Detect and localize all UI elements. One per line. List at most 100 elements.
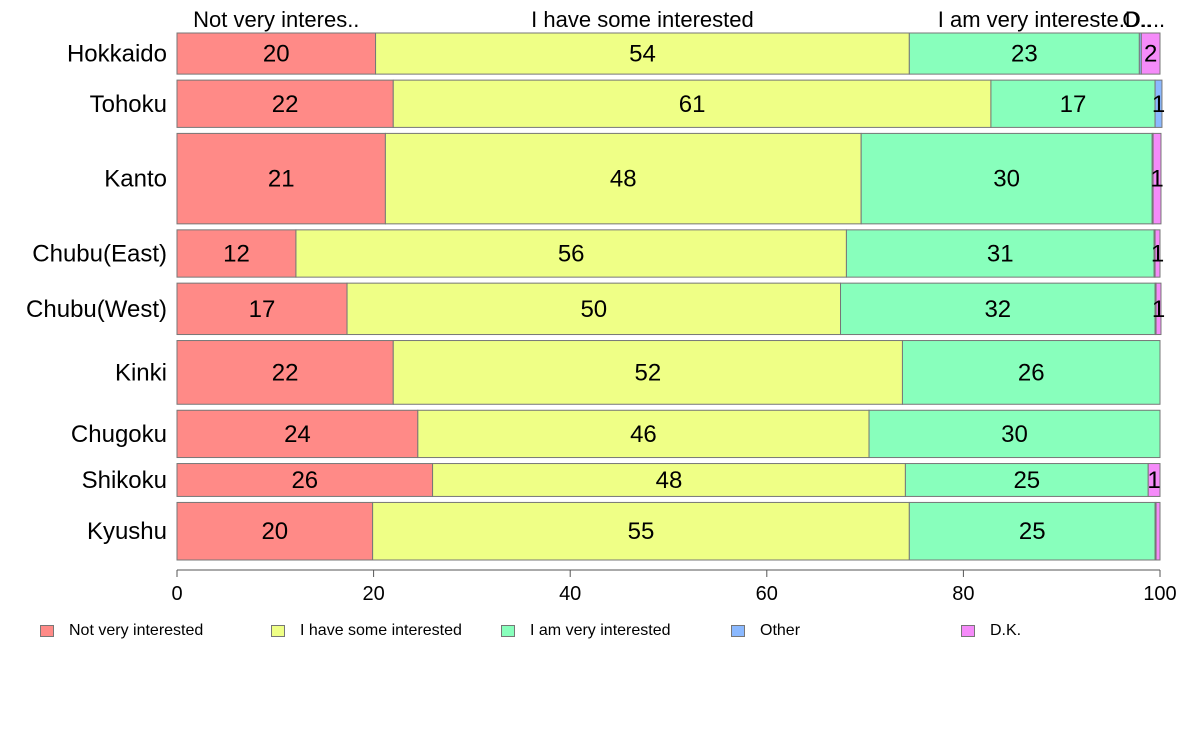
category-label-shikoku: Shikoku — [82, 467, 167, 494]
legend-label: I have some interested — [300, 622, 462, 639]
bar-segment-kyushu-i-have-some-interested — [372, 501, 910, 561]
data-label: 17 — [249, 296, 276, 323]
bar-segment-shikoku-d-k — [1147, 463, 1161, 497]
legend-swatch-very-interested — [501, 625, 515, 637]
data-label: 30 — [993, 166, 1020, 193]
data-label: 22 — [272, 359, 299, 386]
data-label: 52 — [635, 359, 662, 386]
legend-item-some-interested: I have some interested — [271, 622, 462, 640]
x-tick-label: 60 — [756, 583, 778, 605]
bar-segment-chubu-east-i-am-very-interested — [845, 229, 1155, 278]
x-tick-label: 40 — [559, 583, 581, 605]
legend-label: Not very interested — [69, 622, 204, 639]
data-label: 1 — [1147, 467, 1160, 494]
bar-segment-chubu-east-d-k — [1154, 229, 1161, 278]
category-label-chubu-east: Chubu(East) — [32, 240, 167, 267]
data-label: 20 — [263, 41, 290, 68]
category-label-hokkaido: Hokkaido — [67, 41, 167, 68]
bar-segment-tohoku-i-am-very-interested — [990, 79, 1156, 128]
legend-item-very-interested: I am very interested — [501, 622, 671, 640]
bar-segment-kanto-i-have-some-interested — [384, 132, 862, 225]
top-label-i-have-some-interested: I have some interested — [531, 7, 754, 32]
x-tick-label: 0 — [171, 583, 182, 605]
data-label: 30 — [1001, 421, 1028, 448]
bar-segment-hokkaido-i-have-some-interested — [375, 32, 910, 75]
data-label: 55 — [628, 518, 655, 545]
category-label-kyushu: Kyushu — [87, 518, 167, 545]
bar-segment-chubu-west-i-have-some-interested — [346, 282, 842, 336]
bar-segment-kyushu-i-am-very-interested — [908, 501, 1156, 561]
category-label-tohoku: Tohoku — [90, 91, 167, 118]
legend-item-dk: D.K. — [961, 622, 1021, 640]
data-label: 32 — [984, 296, 1011, 323]
bar-segment-chubu-west-d-k — [1155, 282, 1162, 336]
bar-segment-tohoku-other — [1154, 79, 1163, 128]
chart-legend: Not very interested I have some interest… — [0, 622, 1188, 646]
data-label: 54 — [629, 41, 656, 68]
data-label: 25 — [1019, 518, 1046, 545]
data-label: 1 — [1152, 91, 1165, 118]
x-tick-label: 20 — [362, 583, 384, 605]
legend-swatch-other — [731, 625, 745, 637]
category-label-kanto: Kanto — [104, 166, 167, 193]
bar-segment-kinki-not-very-interested — [176, 340, 394, 405]
data-label: 31 — [987, 240, 1014, 267]
data-label: 20 — [261, 518, 288, 545]
bar-segment-hokkaido-d-k — [1140, 32, 1161, 75]
bar-segment-kanto-not-very-interested — [176, 132, 386, 225]
data-label: 25 — [1013, 467, 1040, 494]
data-label: 56 — [558, 240, 585, 267]
legend-label: I am very interested — [530, 622, 671, 639]
data-label: 24 — [284, 421, 311, 448]
data-label: 61 — [679, 91, 706, 118]
data-label: 2 — [1144, 41, 1157, 68]
bar-segment-chubu-east-not-very-interested — [176, 229, 297, 278]
bar-segment-chubu-west-i-am-very-interested — [840, 282, 1156, 336]
legend-swatch-dk — [961, 625, 975, 637]
data-label: 50 — [580, 296, 607, 323]
x-tick-label: 80 — [952, 583, 974, 605]
data-label: 23 — [1011, 41, 1038, 68]
data-label: 26 — [291, 467, 318, 494]
x-tick-label: 100 — [1143, 583, 1176, 605]
category-label-chugoku: Chugoku — [71, 421, 167, 448]
data-label: 1 — [1150, 166, 1163, 193]
bar-segment-chubu-east-i-have-some-interested — [295, 229, 847, 278]
data-label: 12 — [223, 240, 250, 267]
bar-segment-kanto-i-am-very-interested — [860, 132, 1153, 225]
data-label: 21 — [268, 166, 295, 193]
data-label: 48 — [656, 467, 683, 494]
data-label: 1 — [1152, 296, 1165, 323]
bar-segment-chugoku-i-have-some-interested — [417, 409, 870, 459]
legend-item-other: Other — [731, 622, 800, 640]
bar-segment-chubu-west-not-very-interested — [176, 282, 348, 336]
data-label: 46 — [630, 421, 657, 448]
data-label: 26 — [1018, 359, 1045, 386]
legend-label: D.K. — [990, 622, 1022, 639]
legend-item-not-very-interested: Not very interested — [40, 622, 203, 640]
bar-segment-shikoku-i-have-some-interested — [432, 463, 906, 497]
top-label-d-k: D.... — [1125, 7, 1165, 32]
bar-segment-hokkaido-i-am-very-interested — [908, 32, 1140, 75]
data-label: 48 — [610, 166, 637, 193]
legend-label: Other — [760, 622, 801, 639]
bar-segment-tohoku-i-have-some-interested — [392, 79, 992, 128]
data-label: 22 — [272, 91, 299, 118]
data-label: 17 — [1060, 91, 1087, 118]
category-label-kinki: Kinki — [115, 359, 167, 386]
bar-segment-kyushu-not-very-interested — [176, 501, 374, 561]
legend-swatch-not-very-interested — [40, 625, 54, 637]
top-label-i-am-very-interested: I am very intereste.. — [938, 7, 1131, 32]
bar-segment-kinki-i-have-some-interested — [392, 340, 903, 405]
data-label: 1 — [1151, 240, 1164, 267]
bar-segment-chugoku-i-am-very-interested — [868, 409, 1161, 459]
top-label-not-very-interested: Not very interes.. — [193, 7, 359, 32]
bar-segment-tohoku-not-very-interested — [176, 79, 394, 128]
bar-segment-kyushu-d-k — [1155, 501, 1161, 561]
bar-segment-kinki-i-am-very-interested — [901, 340, 1161, 405]
category-label-chubu-west: Chubu(West) — [26, 296, 167, 323]
bar-segment-hokkaido-not-very-interested — [176, 32, 377, 75]
top-label-other: O.. — [1122, 7, 1151, 32]
legend-swatch-some-interested — [271, 625, 285, 637]
